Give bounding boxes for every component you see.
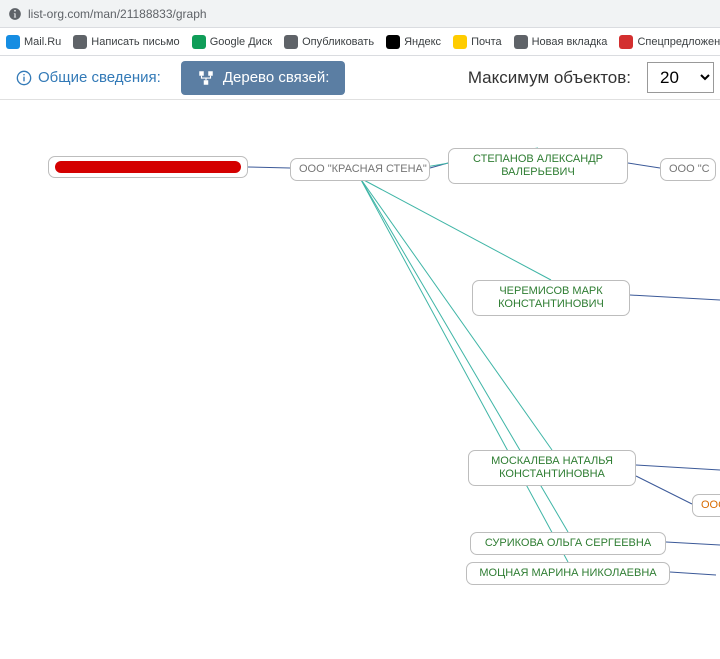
bookmark-item[interactable]: Написать письмо [73, 35, 179, 49]
bookmark-item[interactable]: Google Диск [192, 35, 272, 49]
bookmark-item[interactable]: Спецпредложения... [619, 35, 720, 49]
graph-node[interactable]: СУРИКОВА ОЛЬГА СЕРГЕЕВНА [470, 532, 666, 555]
graph-edge [670, 572, 716, 575]
page-toolbar: Общие сведения: Дерево связей: Максимум … [0, 56, 720, 100]
graph-edge [636, 465, 720, 470]
graph-node-redacted[interactable] [48, 156, 248, 178]
graph-canvas[interactable]: ООО "КРАСНАЯ СТЕНА" СТЕПАНОВ АЛЕКСАНДРВАЛ… [0, 100, 720, 659]
bookmark-item[interactable]: Яндекс [386, 35, 441, 49]
max-objects-label: Максимум объектов: [468, 68, 631, 88]
graph-node-label: ООО [701, 499, 720, 511]
graph-edge [360, 178, 551, 280]
bookmark-label: Спецпредложения... [637, 36, 720, 48]
tab-general-label: Общие сведения: [38, 69, 161, 86]
bookmark-favicon [619, 35, 633, 49]
bookmark-item[interactable]: Почта [453, 35, 502, 49]
graph-edge [248, 167, 290, 168]
graph-edge [630, 295, 720, 300]
graph-edge [360, 178, 568, 562]
bookmark-favicon [386, 35, 400, 49]
bookmark-item[interactable]: Mail.Ru [6, 35, 61, 49]
bookmark-label: Яндекс [404, 36, 441, 48]
graph-edge [628, 163, 660, 168]
bookmark-label: Google Диск [210, 36, 272, 48]
info-icon [16, 70, 32, 86]
bookmark-favicon [6, 35, 20, 49]
tab-connection-tree[interactable]: Дерево связей: [181, 61, 346, 95]
graph-node-label: ООО "КРАСНАЯ СТЕНА" [299, 163, 427, 175]
url-text: list-org.com/man/21188833/graph [28, 7, 207, 21]
graph-node-label: КОНСТАНТИНОВНА [499, 468, 605, 480]
bookmark-favicon [284, 35, 298, 49]
bookmark-label: Mail.Ru [24, 36, 61, 48]
graph-node[interactable]: МОЦНАЯ МАРИНА НИКОЛАЕВНА [466, 562, 670, 585]
graph-edge [666, 542, 720, 545]
graph-node[interactable]: ООО "С [660, 158, 716, 181]
redaction-mark [55, 161, 241, 173]
graph-edge [430, 163, 448, 168]
max-objects-select[interactable]: 20 [647, 62, 714, 93]
site-info-icon [8, 7, 22, 21]
graph-node[interactable]: ООО "КРАСНАЯ СТЕНА" [290, 158, 430, 181]
graph-node-label: ВАЛЕРЬЕВИЧ [501, 166, 575, 178]
graph-node-label: ООО "С [669, 163, 710, 175]
bookmarks-bar: Mail.Ru Написать письмо Google Диск Опублик… [0, 28, 720, 56]
bookmark-favicon [453, 35, 467, 49]
graph-node-label: КОНСТАНТИНОВИЧ [498, 298, 604, 310]
bookmark-label: Новая вкладка [532, 36, 608, 48]
bookmark-label: Опубликовать [302, 36, 374, 48]
graph-node[interactable]: ЧЕРЕМИСОВ МАРККОНСТАНТИНОВИЧ [472, 280, 630, 316]
tab-tree-label: Дерево связей: [223, 69, 330, 86]
graph-node-label: СТЕПАНОВ АЛЕКСАНДР [473, 153, 603, 165]
graph-node-label: СУРИКОВА ОЛЬГА СЕРГЕЕВНА [485, 537, 651, 549]
bookmark-item[interactable]: Опубликовать [284, 35, 374, 49]
graph-node[interactable]: СТЕПАНОВ АЛЕКСАНДРВАЛЕРЬЕВИЧ [448, 148, 628, 184]
tab-general-info[interactable]: Общие сведения: [6, 61, 171, 94]
browser-url-bar: list-org.com/man/21188833/graph [0, 0, 720, 28]
bookmark-favicon [514, 35, 528, 49]
bookmark-label: Почта [471, 36, 502, 48]
graph-node-label: МОСКАЛЕВА НАТАЛЬЯ [491, 455, 613, 467]
tree-icon [197, 69, 215, 87]
bookmark-item[interactable]: Новая вкладка [514, 35, 608, 49]
graph-node[interactable]: ООО [692, 494, 720, 517]
graph-node[interactable]: МОСКАЛЕВА НАТАЛЬЯКОНСТАНТИНОВНА [468, 450, 636, 486]
graph-node-label: ЧЕРЕМИСОВ МАРК [499, 285, 602, 297]
bookmark-label: Написать письмо [91, 36, 179, 48]
graph-node-label: МОЦНАЯ МАРИНА НИКОЛАЕВНА [479, 567, 656, 579]
bookmark-favicon [192, 35, 206, 49]
bookmark-favicon [73, 35, 87, 49]
graph-edge [636, 476, 692, 504]
